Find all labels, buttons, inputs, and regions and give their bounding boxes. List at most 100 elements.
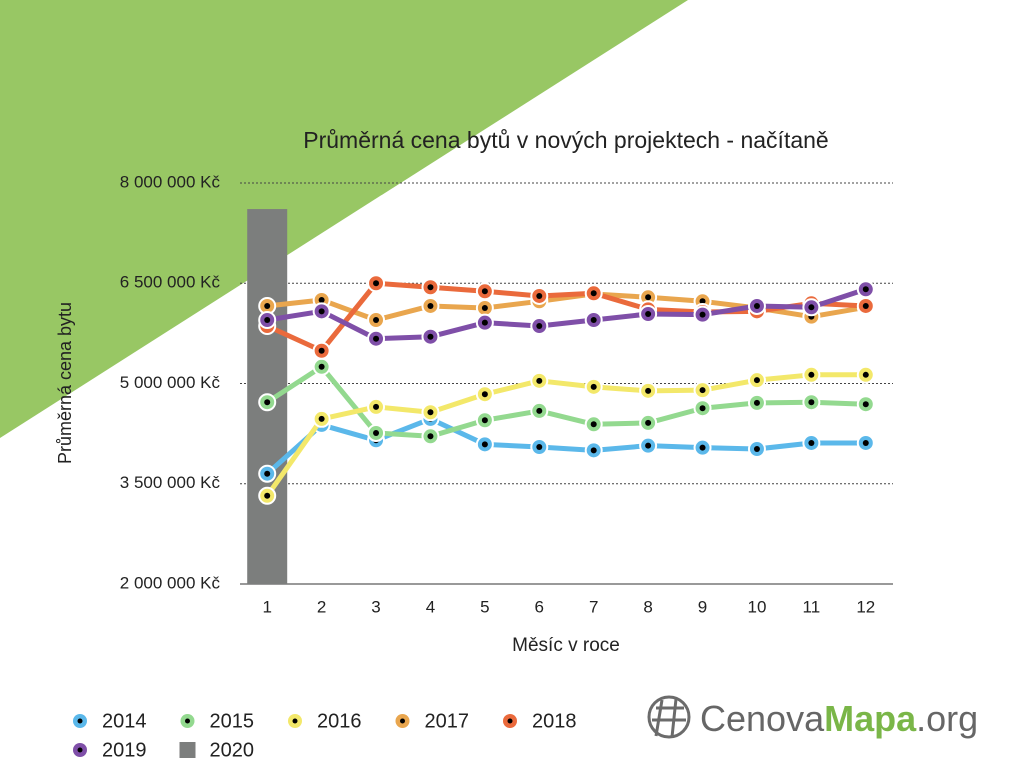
y-axis-label: Průměrná cena bytu bbox=[55, 302, 75, 464]
y-tick-label: 3 500 000 Kč bbox=[120, 473, 221, 492]
point bbox=[421, 327, 440, 346]
point bbox=[530, 371, 549, 390]
x-tick-label: 9 bbox=[698, 597, 707, 616]
point bbox=[693, 399, 712, 418]
x-tick-label: 4 bbox=[426, 597, 435, 616]
point-dot bbox=[481, 391, 488, 398]
point-dot bbox=[264, 470, 271, 477]
point bbox=[747, 393, 766, 412]
point bbox=[639, 304, 658, 323]
x-tick-label: 7 bbox=[589, 597, 598, 616]
point-dot bbox=[753, 399, 760, 406]
point bbox=[258, 311, 277, 330]
point bbox=[258, 486, 277, 505]
legend-swatch bbox=[179, 742, 196, 758]
logo: CenovaMapa.org bbox=[647, 695, 978, 739]
point-dot bbox=[264, 317, 271, 324]
point-dot bbox=[645, 310, 652, 317]
logo-text: CenovaMapa.org bbox=[700, 698, 978, 739]
point bbox=[530, 437, 549, 456]
point-dot bbox=[862, 286, 869, 293]
point-dot bbox=[318, 347, 325, 354]
point bbox=[312, 357, 331, 376]
point bbox=[584, 415, 603, 434]
point-dot bbox=[590, 317, 597, 324]
point bbox=[258, 464, 277, 483]
legend-item: 2014 bbox=[73, 710, 147, 732]
point-dot bbox=[753, 377, 760, 384]
point bbox=[802, 298, 821, 317]
point-dot bbox=[318, 363, 325, 370]
point bbox=[802, 433, 821, 452]
point bbox=[584, 284, 603, 303]
point bbox=[421, 427, 440, 446]
point bbox=[475, 385, 494, 404]
point-dot bbox=[481, 441, 488, 448]
line bbox=[265, 372, 866, 498]
logo-grid bbox=[652, 698, 686, 738]
legend-dot bbox=[77, 747, 83, 753]
point bbox=[475, 282, 494, 301]
point bbox=[475, 313, 494, 332]
point-dot bbox=[536, 292, 543, 299]
point-dot bbox=[808, 371, 815, 378]
point bbox=[856, 365, 875, 384]
x-tick-label: 1 bbox=[262, 597, 271, 616]
legend-label: 2015 bbox=[210, 710, 255, 732]
point bbox=[802, 393, 821, 412]
background-triangle bbox=[0, 0, 688, 438]
point-dot bbox=[373, 317, 380, 324]
point bbox=[747, 439, 766, 458]
x-tick-label: 6 bbox=[535, 597, 544, 616]
legend-dot bbox=[292, 718, 298, 724]
point bbox=[802, 365, 821, 384]
point-dot bbox=[373, 335, 380, 342]
point-dot bbox=[590, 290, 597, 297]
legend-dot bbox=[400, 718, 405, 724]
legend-item: 2016 bbox=[288, 710, 362, 732]
line bbox=[265, 364, 866, 439]
legend-label: 2014 bbox=[102, 710, 147, 732]
point bbox=[530, 286, 549, 305]
point-dot bbox=[264, 302, 271, 309]
point bbox=[856, 395, 875, 414]
point-dot bbox=[481, 288, 488, 295]
point-dot bbox=[536, 407, 543, 414]
point-dot bbox=[862, 439, 869, 446]
point-dot bbox=[699, 311, 706, 318]
point-dot bbox=[699, 387, 706, 394]
point-dot bbox=[645, 442, 652, 449]
legend-dot bbox=[77, 718, 83, 724]
point-dot bbox=[536, 323, 543, 330]
point-dot bbox=[318, 415, 325, 422]
point-dot bbox=[808, 399, 815, 406]
x-tick-label: 2 bbox=[317, 597, 326, 616]
point-dot bbox=[808, 439, 815, 446]
point bbox=[530, 317, 549, 336]
point bbox=[693, 381, 712, 400]
point bbox=[367, 311, 386, 330]
point bbox=[747, 296, 766, 315]
legend-item: 2019 bbox=[73, 739, 147, 761]
legend-label: 2016 bbox=[317, 710, 362, 732]
point-dot bbox=[645, 387, 652, 394]
point bbox=[856, 296, 875, 315]
point-dot bbox=[427, 333, 434, 340]
point-dot bbox=[427, 302, 434, 309]
point-dot bbox=[318, 296, 325, 303]
x-tick-label: 12 bbox=[856, 597, 875, 616]
x-axis-label: Měsíc v roce bbox=[512, 635, 620, 656]
point-dot bbox=[427, 409, 434, 416]
point bbox=[584, 441, 603, 460]
legend-dot bbox=[507, 718, 513, 724]
logo-part: .org bbox=[916, 698, 978, 739]
legend-label: 2020 bbox=[210, 739, 255, 761]
point bbox=[421, 403, 440, 422]
point bbox=[639, 413, 658, 432]
chart-title: Průměrná cena bytů v nových projektech -… bbox=[303, 127, 828, 153]
point bbox=[639, 381, 658, 400]
point-dot bbox=[753, 445, 760, 452]
point bbox=[584, 377, 603, 396]
